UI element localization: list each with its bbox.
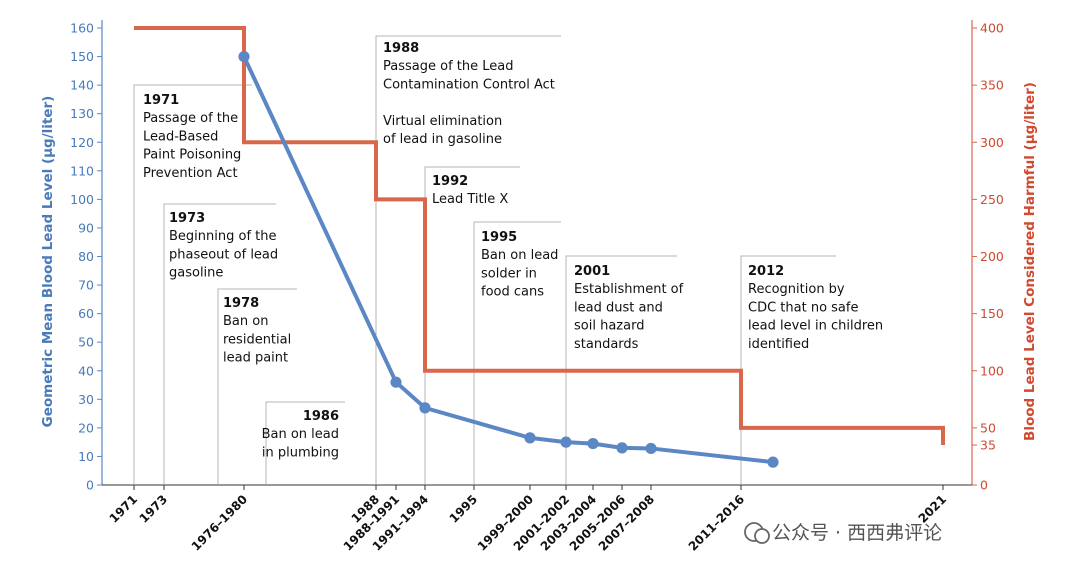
annotation-text: lead paint — [223, 351, 288, 366]
annotation-text: Lead-Based — [143, 129, 218, 144]
left-tick-label: 130 — [70, 106, 94, 121]
annotation-bracket — [265, 401, 345, 484]
annotation-text: in plumbing — [262, 445, 339, 460]
annotation-year: 2012 — [748, 264, 784, 279]
annotation-text: lead dust and — [574, 300, 663, 315]
annotation-year: 1973 — [169, 211, 205, 226]
x-tick-label: 2011–2016 — [686, 492, 747, 553]
x-tick-label: 1976–1980 — [189, 492, 250, 553]
annotation-text: Ban on lead — [481, 248, 558, 263]
annotation-bracket — [424, 166, 520, 484]
annotation-text: Lead Title X — [432, 192, 508, 207]
left-tick-label: 80 — [78, 249, 94, 264]
right-tick-label: 250 — [980, 192, 1004, 207]
annotation-bracket — [473, 221, 561, 484]
left-tick-label: 70 — [78, 278, 94, 293]
left-axis-title: Geometric Mean Blood Lead Level (µg/lite… — [40, 96, 56, 428]
left-tick-label: 160 — [70, 21, 94, 36]
right-axis-title: Blood Lead Level Considered Harmful (µg/… — [1022, 82, 1038, 441]
blood-lead-level-point — [524, 432, 536, 444]
right-tick-label: 0 — [980, 478, 988, 493]
left-tick-label: 150 — [70, 49, 94, 64]
right-tick-label: 400 — [980, 21, 1004, 36]
annotation-text: lead level in children — [748, 319, 883, 334]
blood-lead-level-point — [560, 436, 572, 448]
annotation-text: residential — [223, 332, 291, 347]
harmful-threshold-step-line — [134, 26, 945, 446]
annotation-text: Ban on — [223, 314, 268, 329]
annotation-year: 1988 — [383, 41, 419, 56]
blood-lead-level-point — [616, 442, 628, 454]
annotation-text: Beginning of the — [169, 229, 277, 244]
left-tick-label: 10 — [78, 449, 94, 464]
annotation-bracket — [163, 203, 276, 484]
wechat-icon — [754, 528, 770, 544]
annotation-bracket — [133, 84, 252, 484]
x-tick-label: 1971 — [107, 492, 141, 526]
annotation-text: Contamination Control Act — [383, 77, 555, 92]
annotation-year: 2001 — [574, 264, 610, 279]
left-tick-label: 50 — [78, 335, 94, 350]
annotation-text: Paint Poisoning — [143, 148, 241, 163]
blood-lead-level-point — [767, 456, 779, 468]
annotation-text: food cans — [481, 285, 544, 300]
annotation-year: 1986 — [303, 409, 339, 424]
annotation-bracket — [217, 288, 297, 484]
x-tick-label: 1973 — [137, 492, 171, 526]
annotation-text: Prevention Act — [143, 166, 238, 181]
annotation-text: of lead in gasoline — [383, 132, 502, 147]
annotation-text: gasoline — [169, 266, 223, 281]
blood-lead-level-point — [645, 442, 657, 455]
left-tick-label: 140 — [70, 78, 94, 93]
annotation-year: 1978 — [223, 296, 259, 311]
annotation-year: 1995 — [481, 230, 517, 245]
blood-lead-level-point — [419, 402, 431, 414]
right-tick-label: 200 — [980, 249, 1004, 264]
annotation-text: solder in — [481, 266, 537, 281]
watermark-text: 公众号 · 西西弗评论 — [772, 522, 942, 544]
blood-lead-level-point — [587, 437, 599, 450]
right-tick-label: 150 — [980, 306, 1004, 321]
left-tick-label: 90 — [78, 220, 94, 235]
right-tick-label: 350 — [980, 78, 1004, 93]
right-tick-label: 100 — [980, 363, 1004, 378]
right-tick-label: 35 — [980, 438, 996, 453]
left-tick-label: 40 — [78, 363, 94, 378]
annotation-text: Establishment of — [574, 282, 684, 297]
annotation-text: Virtual elimination — [383, 114, 502, 129]
annotation-text: Recognition by — [748, 282, 845, 297]
annotation-text: phaseout of lead — [169, 247, 278, 262]
blood-lead-level-point — [238, 50, 250, 63]
annotation-year: 1992 — [432, 174, 468, 189]
annotation-text: identified — [748, 337, 809, 352]
annotation-year: 1971 — [143, 93, 179, 108]
annotation-text: soil hazard — [574, 319, 644, 334]
x-tick-label: 1995 — [447, 492, 481, 526]
left-tick-label: 100 — [70, 192, 94, 207]
x-tick-label: 2021 — [916, 492, 950, 526]
blood-lead-level-point — [390, 376, 402, 388]
left-tick-label: 120 — [70, 135, 94, 150]
annotation-text: Passage of the — [143, 111, 238, 126]
annotation-text: Passage of the Lead — [383, 59, 513, 74]
annotation-text: Ban on lead — [262, 427, 339, 442]
annotation-bracket — [565, 255, 677, 484]
right-tick-label: 50 — [980, 420, 996, 435]
annotation-text: CDC that no safe — [748, 300, 858, 315]
left-tick-label: 20 — [78, 420, 94, 435]
right-tick-label: 300 — [980, 135, 1004, 150]
left-tick-label: 30 — [78, 392, 94, 407]
left-tick-label: 0 — [86, 478, 94, 493]
left-tick-label: 60 — [78, 306, 94, 321]
left-tick-label: 110 — [70, 163, 94, 178]
annotation-text: standards — [574, 337, 639, 352]
